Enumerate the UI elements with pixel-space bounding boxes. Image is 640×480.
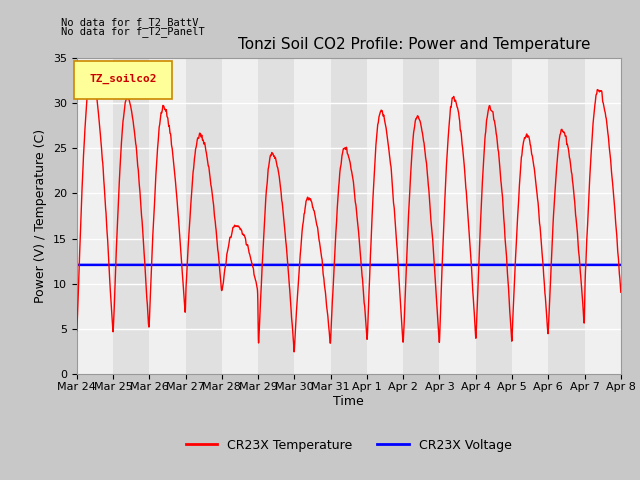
Bar <box>440 58 476 374</box>
Title: Tonzi Soil CO2 Profile: Power and Temperature: Tonzi Soil CO2 Profile: Power and Temper… <box>238 37 590 52</box>
Bar <box>548 58 584 374</box>
Bar <box>258 58 294 374</box>
Bar <box>403 58 440 374</box>
Y-axis label: Power (V) / Temperature (C): Power (V) / Temperature (C) <box>35 129 47 303</box>
Text: No data for f_T2_PanelT: No data for f_T2_PanelT <box>61 26 205 37</box>
Legend: CR23X Temperature, CR23X Voltage: CR23X Temperature, CR23X Voltage <box>181 434 516 457</box>
Text: TZ_soilco2: TZ_soilco2 <box>90 74 157 84</box>
Bar <box>149 58 186 374</box>
Bar <box>476 58 512 374</box>
Text: No data for f_T2_BattV: No data for f_T2_BattV <box>61 17 198 28</box>
Bar <box>367 58 403 374</box>
Bar <box>186 58 222 374</box>
Bar <box>113 58 149 374</box>
Bar <box>77 58 113 374</box>
FancyBboxPatch shape <box>74 61 172 99</box>
X-axis label: Time: Time <box>333 395 364 408</box>
Bar <box>584 58 621 374</box>
Bar <box>512 58 548 374</box>
Bar <box>294 58 331 374</box>
Bar <box>222 58 258 374</box>
Bar <box>331 58 367 374</box>
